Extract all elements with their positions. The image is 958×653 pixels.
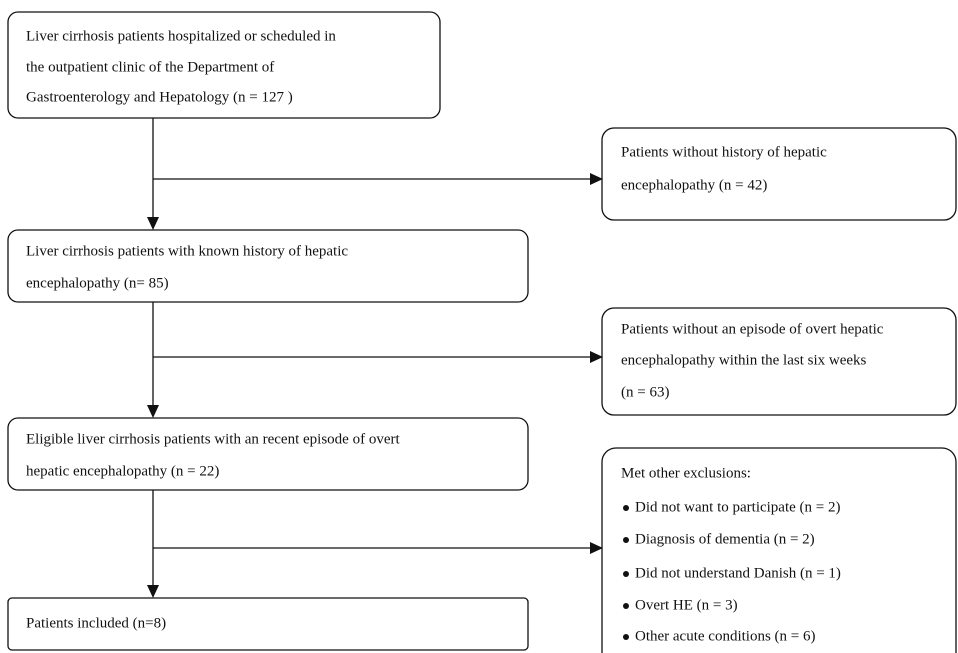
node-text: the outpatient clinic of the Department …: [26, 59, 274, 75]
node-text: Eligible liver cirrhosis patients with a…: [26, 431, 400, 447]
bullet: [623, 603, 629, 609]
bullets: [623, 505, 629, 640]
exclusion-item: Did not understand Danish (n = 1): [635, 565, 841, 581]
exclusion-text: encephalopathy within the last six weeks: [621, 352, 867, 368]
box: [7, 417, 529, 491]
box: [7, 229, 529, 303]
box: [601, 307, 957, 416]
box: [601, 127, 957, 221]
exclusion-text: Patients without history of hepatic: [621, 144, 827, 160]
bullet: [623, 505, 629, 511]
connector: [152, 118, 592, 587]
exclusion-text: (n = 63): [621, 384, 669, 400]
node-text: Liver cirrhosis patients with known hist…: [26, 243, 348, 259]
exclusion-text: encephalopathy (n = 42): [621, 177, 767, 193]
exclusion-item: Did not want to participate (n = 2): [635, 499, 841, 515]
exclusion-item: Overt HE (n = 3): [635, 597, 738, 613]
node-text: hepatic encephalopathy (n = 22): [26, 463, 219, 479]
box: [601, 447, 957, 653]
bullet: [623, 571, 629, 577]
box: [7, 597, 529, 651]
exclusion-item: Other acute conditions (n = 6): [635, 628, 816, 644]
box: [7, 11, 441, 119]
node-text: Gastroenterology and Hepatology (n = 127…: [26, 89, 293, 105]
node-text: Patients included (n=8): [26, 615, 166, 631]
exclusion-item: Diagnosis of dementia (n = 2): [635, 531, 815, 547]
bullet: [623, 634, 629, 640]
node-text: Liver cirrhosis patients hospitalized or…: [26, 28, 336, 44]
exclusion-title: Met other exclusions:: [621, 465, 751, 481]
bullet: [623, 537, 629, 543]
node-text: encephalopathy (n= 85): [26, 275, 169, 291]
exclusion-text: Patients without an episode of overt hep…: [621, 321, 884, 337]
